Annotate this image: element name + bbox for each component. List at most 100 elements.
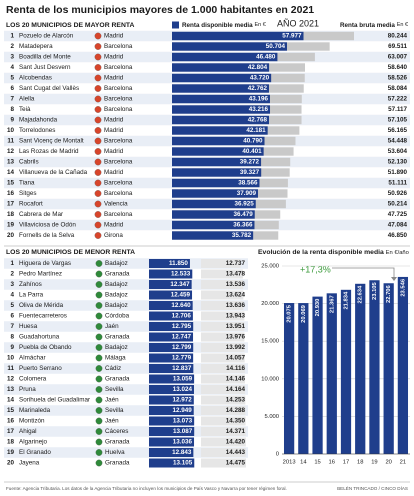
bar-disposable (172, 42, 288, 51)
bar-gross (201, 343, 245, 352)
value-label: 13.976 (226, 334, 246, 341)
bar-disposable (172, 126, 268, 135)
bar-disposable (149, 427, 195, 436)
value-label: 12.747 (172, 334, 192, 341)
rank: 15 (7, 180, 15, 187)
section-title: LOS 20 MUNICIPIOS DE MENOR RENTA (6, 249, 135, 256)
y-tick-label: 15.000 (261, 339, 279, 345)
bar-disposable (149, 448, 194, 457)
municipality: El Granado (19, 449, 51, 456)
province-emblem (94, 74, 102, 82)
municipality: Marinaleda (19, 407, 51, 414)
bar-disposable (149, 374, 195, 384)
value-label: 13.073 (173, 418, 193, 425)
province: Madrid (104, 33, 124, 40)
province: Madrid (104, 127, 124, 134)
rank: 8 (10, 334, 14, 341)
value-label: 13.536 (226, 281, 246, 288)
bar (369, 280, 380, 454)
value-label: 36.366 (233, 222, 253, 229)
bar-disposable (172, 220, 255, 230)
municipality: Puebla de Obando (19, 344, 72, 351)
value-label: 11.850 (169, 260, 188, 267)
bar-disposable (172, 231, 254, 240)
bar-disposable (149, 385, 194, 394)
bar-disposable (172, 63, 270, 72)
province-emblem (94, 137, 102, 145)
value-label: 13.992 (226, 344, 246, 351)
province-emblem (95, 459, 103, 467)
x-tick-label: 18 (357, 460, 363, 466)
value-label: 43.720 (250, 75, 270, 82)
rank: 12 (7, 376, 15, 383)
province: Barcelona (104, 96, 133, 103)
province-emblem (94, 211, 102, 218)
rank: 12 (7, 148, 15, 155)
value-label: 42.762 (248, 85, 268, 92)
page-title: Renta de los municipios mayores de 1.000… (6, 4, 314, 16)
province: Madrid (104, 54, 124, 61)
municipality: Sant Just Desvern (19, 64, 71, 71)
municipality: Alella (19, 96, 35, 103)
rank: 18 (7, 211, 15, 218)
bar-disposable (172, 94, 270, 104)
bar-disposable (172, 199, 256, 209)
value-label: 14.146 (226, 376, 246, 383)
x-tick-label: 14 (300, 460, 307, 466)
rank: 18 (7, 439, 15, 446)
value-label: 23.546 (400, 278, 406, 297)
year-label: AÑO 2021 (277, 18, 319, 28)
legend-entry: Renta disponible media En € (182, 22, 266, 29)
province-emblem (95, 270, 103, 278)
rank: 13 (7, 159, 15, 166)
province-emblem (95, 449, 103, 456)
legend-entry: Renta bruta media En € (340, 22, 408, 29)
bar-gross (201, 406, 246, 415)
province: Badajoz (105, 281, 128, 288)
y-tick-label: 0 (276, 452, 279, 458)
value-label: 14.475 (226, 460, 246, 467)
province-emblem (94, 43, 102, 50)
value-label: 47.084 (388, 222, 408, 229)
value-label: 53.604 (388, 148, 408, 155)
province-emblem (95, 354, 103, 362)
legend-name: Renta disponible media (182, 22, 253, 29)
row-stripe (4, 342, 248, 353)
province: Jaén (105, 418, 119, 425)
value-label: 13.059 (173, 376, 193, 383)
x-tick-label: 19 (371, 460, 377, 466)
value-label: 58.084 (388, 85, 408, 92)
rank: 8 (10, 106, 14, 113)
bar (298, 303, 309, 454)
municipality: Oliva de Mérida (19, 302, 64, 309)
province-emblem (95, 365, 103, 372)
bar-gross (201, 416, 246, 426)
chart-title: Evolución de la renta disponible media E… (258, 249, 409, 256)
bar-disposable (149, 259, 190, 268)
value-label: 12.837 (172, 365, 192, 372)
province: Granada (105, 460, 130, 467)
province: Badajoz (105, 344, 128, 351)
province-emblem (95, 428, 103, 435)
province-emblem (94, 106, 102, 113)
bar-disposable (149, 332, 194, 342)
bar-gross (201, 353, 245, 363)
value-label: 50.926 (388, 190, 408, 197)
municipality: Torrelodones (19, 127, 55, 134)
value-label: 42.768 (248, 117, 268, 124)
x-tick-label: 20 (385, 460, 391, 466)
bar-gross (201, 395, 246, 405)
value-label: 39.272 (240, 159, 260, 166)
value-label: 12.779 (172, 355, 192, 362)
bar-disposable (149, 364, 194, 373)
municipality: Fornells de la Selva (19, 232, 75, 239)
province: Badajoz (105, 292, 128, 299)
province: Barcelona (104, 180, 133, 187)
province: Girona (104, 232, 123, 239)
municipality: Pozuelo de Alarcón (19, 33, 74, 40)
bar-gross (201, 364, 245, 373)
bar-disposable (149, 416, 195, 426)
province-emblem (95, 323, 103, 330)
y-tick-label: 20.000 (261, 301, 279, 307)
growth-arrow (332, 267, 395, 278)
